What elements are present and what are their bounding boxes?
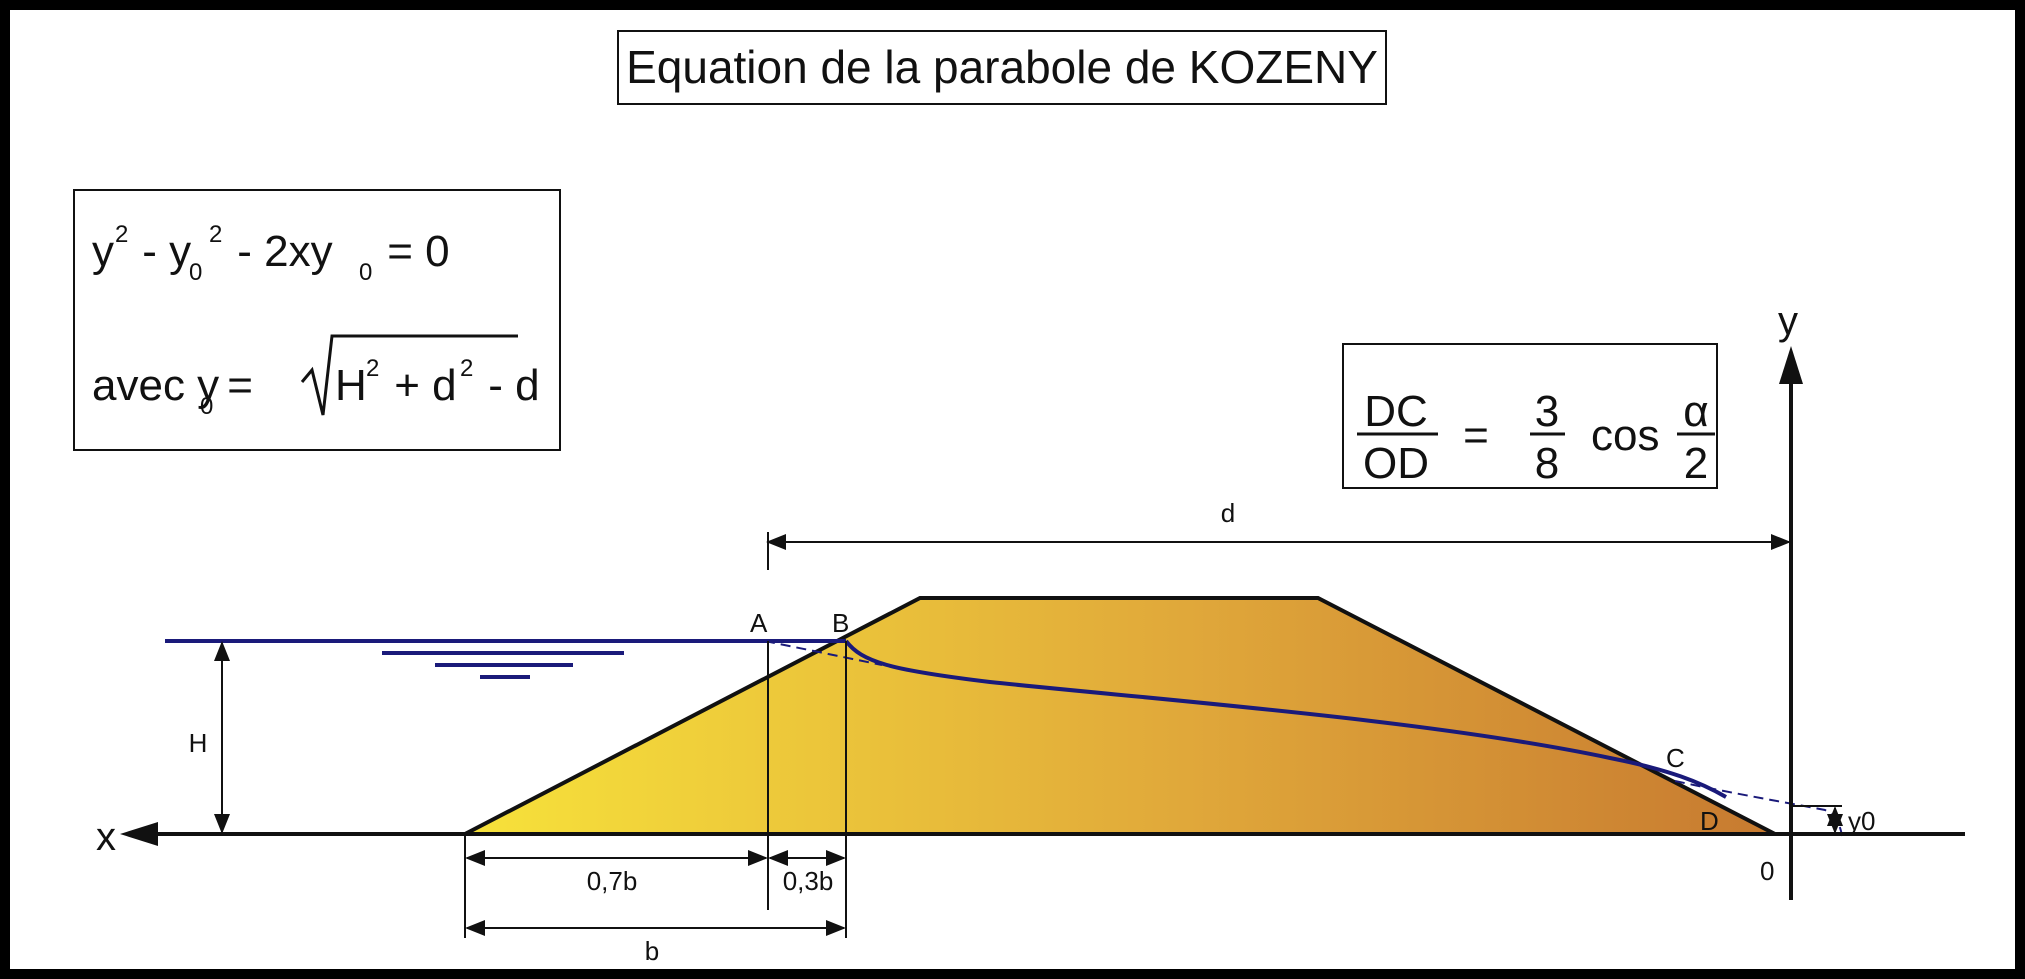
formula-text: - y [130,227,191,276]
y-axis-label: y [1778,299,1798,343]
dim-03b-label: 0,3b [783,866,834,896]
formula-text: avec y [92,361,219,410]
ratio-three: 3 [1535,387,1559,436]
formula-text: = 0 [375,227,450,276]
phreatic-line [844,639,1727,799]
page-title: Equation de la parabole de KOZENY [626,41,1378,93]
ratio-eight: 8 [1535,439,1559,488]
dim-y0-label: y0 [1848,806,1875,836]
formula-line-1: y 2 - y 0 2 - 2xy 0 = 0 [92,221,450,286]
formula-text: H [335,361,367,410]
ratio-two: 2 [1684,439,1708,488]
ratio-denominator: OD [1363,439,1429,488]
formula-text: 2 [460,355,473,382]
dim-07b-label: 0,7b [587,866,638,896]
x-axis-arrow [120,822,158,846]
point-d-label: D [1700,806,1719,836]
point-b-label: B [832,608,849,638]
title-box [617,30,1387,105]
ratio-numerator: DC [1364,387,1428,436]
ratio-equals: = [1463,411,1489,460]
formula-text: 0 [200,393,213,420]
x-axis-label: x [96,815,116,859]
point-c-label: C [1666,743,1685,773]
formula-line-2: avec y 0 = H 2 + d 2 - d [92,334,540,420]
ratio-box [1342,343,1718,489]
origin-label: 0 [1760,856,1774,886]
dim-h-label: H [189,728,208,758]
formula-text: 2 [115,221,128,248]
diagram-canvas: Equation de la parabole de KOZENY y 2 - … [10,10,2015,969]
ratio-cos: cos [1591,411,1659,460]
kozeny-diagram: Equation de la parabole de KOZENY y 2 - … [73,30,1965,966]
formula-text: 2 [366,355,379,382]
sqrt-sign [300,334,518,416]
formula-text: + d [382,361,457,410]
dam-body [464,596,1776,836]
formula-text: 0 [189,259,202,286]
point-a-label: A [750,608,768,638]
formula-box [73,189,561,451]
formula-text: - d [476,361,540,410]
formula-text: 2 [209,221,222,248]
parabola-dashed-upstream [764,640,883,666]
dim-b-label: b [645,936,659,966]
formula-text: y [92,227,114,276]
formula-text: - 2xy [225,227,333,276]
dim-d-label: d [1221,498,1235,528]
formula-text: = [215,361,265,410]
formula-text: 0 [359,259,372,286]
ratio-formula: DC OD = 3 8 cos α 2 [1357,387,1715,488]
ratio-alpha: α [1683,387,1708,436]
y-axis-arrow [1779,346,1803,384]
